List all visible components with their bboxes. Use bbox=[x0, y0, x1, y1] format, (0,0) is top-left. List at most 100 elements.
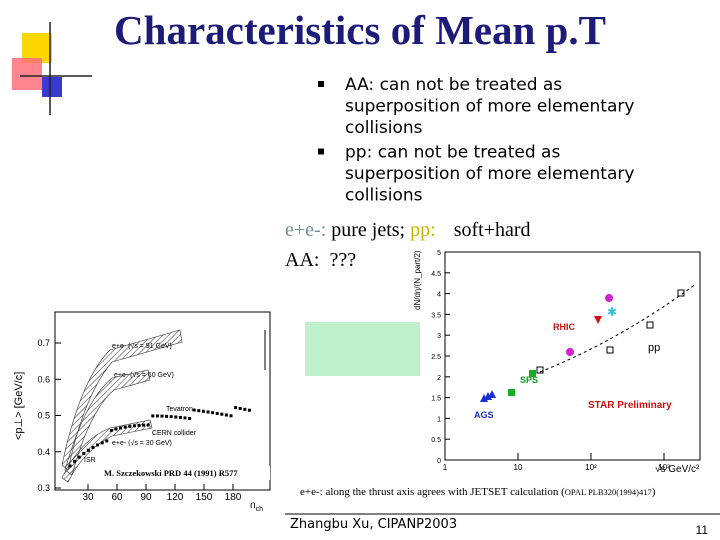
bullet-list: AA: can not be treated as superposition o… bbox=[318, 75, 634, 206]
point bbox=[160, 414, 164, 418]
figure-label: e+e- (√s = 30 GeV) bbox=[112, 439, 172, 447]
slide-title: Characteristics of Mean p.T bbox=[114, 7, 606, 53]
y-tick-label: 0.4 bbox=[37, 447, 50, 457]
point bbox=[234, 406, 238, 410]
point bbox=[206, 410, 210, 414]
point bbox=[96, 443, 100, 447]
point bbox=[201, 409, 205, 413]
point bbox=[220, 412, 224, 416]
y-tick-label: 2.5 bbox=[431, 354, 441, 361]
x-axis-label: √s GeV/c² bbox=[655, 463, 700, 475]
data-points bbox=[68, 406, 251, 468]
point bbox=[169, 415, 173, 419]
point bbox=[73, 459, 77, 463]
left-figure: e+e- (√s = 91 GeV) e+e- (√s = 60 GeV) Te… bbox=[13, 311, 271, 513]
figure-label: CERN collider bbox=[152, 430, 197, 437]
y-tick-label: 0.5 bbox=[37, 411, 50, 421]
point bbox=[229, 414, 233, 418]
rhic-point bbox=[566, 348, 574, 356]
y-tick-label: 4.5 bbox=[431, 271, 441, 278]
y-tick-label: 1.5 bbox=[431, 396, 441, 403]
rhic-point bbox=[605, 294, 613, 302]
x-axis-label: nch bbox=[250, 500, 263, 513]
citation-box bbox=[100, 466, 270, 480]
label-star: STAR Preliminary bbox=[588, 400, 672, 411]
summary-line: e+e-: pure jets; pp: soft+hard bbox=[285, 219, 531, 241]
deco-red bbox=[12, 58, 42, 90]
label-rhic: RHIC bbox=[553, 322, 575, 332]
point bbox=[224, 413, 228, 417]
bullet-text: pp: can not be treated as bbox=[345, 143, 560, 163]
point bbox=[100, 441, 104, 445]
point bbox=[105, 439, 109, 443]
point bbox=[211, 411, 215, 415]
point bbox=[197, 409, 201, 413]
point bbox=[174, 415, 178, 419]
label-ags: AGS bbox=[474, 410, 494, 420]
summary-line: AA: ??? bbox=[285, 249, 356, 271]
point bbox=[155, 414, 159, 418]
rhic-point bbox=[594, 316, 602, 324]
figure-label: ISR bbox=[84, 457, 96, 464]
pp-curve bbox=[539, 283, 697, 373]
pp-points bbox=[536, 289, 685, 374]
point bbox=[91, 445, 95, 449]
right-figure: ✱ RHIC SPS AGS STAR Preliminary pp √s Ge… bbox=[413, 250, 701, 475]
point bbox=[128, 424, 132, 428]
caption: e+e-: along the thrust axis agrees with … bbox=[300, 486, 656, 498]
point bbox=[82, 451, 86, 455]
bullet-text: superposition of more elementary bbox=[345, 164, 634, 184]
y-tick-label: 5 bbox=[437, 250, 441, 257]
x-tick-label: 120 bbox=[167, 492, 184, 503]
point bbox=[68, 464, 72, 468]
y-tick-label: 0.3 bbox=[37, 483, 50, 493]
y-tick-label: 3 bbox=[437, 333, 441, 340]
green-box bbox=[305, 322, 420, 376]
plot-frame bbox=[444, 251, 701, 461]
point bbox=[137, 423, 141, 427]
y-tick-label: 2 bbox=[437, 375, 441, 382]
bullet-text: collisions bbox=[345, 186, 423, 206]
y-tick-label: 4 bbox=[437, 292, 441, 299]
figure-label: e+e- (√s = 60 GeV) bbox=[114, 371, 174, 379]
citation: M. Szczekowski PRD 44 (1991) R577 bbox=[104, 468, 238, 478]
point bbox=[192, 408, 196, 412]
point bbox=[215, 411, 219, 415]
point bbox=[132, 424, 136, 428]
y-tick-label: 0.6 bbox=[37, 374, 50, 384]
point bbox=[86, 448, 90, 452]
y-tick-label: 0.5 bbox=[431, 437, 441, 444]
point bbox=[178, 415, 182, 419]
point bbox=[114, 427, 118, 431]
x-tick-label: 150 bbox=[196, 492, 213, 503]
summary-mid: pure jets; bbox=[331, 219, 405, 241]
y-axis-label: <p⊥> [GeV/c] bbox=[13, 372, 25, 440]
bullet-marker bbox=[318, 148, 324, 155]
x-tick-label: 1 bbox=[443, 463, 448, 472]
point bbox=[247, 408, 251, 412]
point bbox=[183, 416, 187, 420]
point bbox=[119, 426, 123, 430]
summary-pp: pp: bbox=[410, 219, 436, 241]
x-tick-label: 30 bbox=[82, 492, 94, 503]
x-tick-label: 10² bbox=[585, 463, 597, 472]
x-axis-label-main: n bbox=[250, 500, 256, 511]
figure-label: e+e- (√s = 91 GeV) bbox=[112, 342, 172, 350]
summary-ee: e+e-: bbox=[285, 219, 326, 241]
plot-frame bbox=[54, 311, 271, 491]
point bbox=[165, 414, 169, 418]
y-tick-label: 0.7 bbox=[37, 338, 50, 348]
sps-points bbox=[508, 370, 536, 396]
x-tick-label: 180 bbox=[225, 492, 242, 503]
caption-end: ) bbox=[652, 486, 656, 498]
rhic-star: ✱ bbox=[607, 305, 617, 319]
point bbox=[109, 428, 113, 432]
y-axis-label: dN/dη/(N_part/2) bbox=[413, 250, 422, 310]
x-tick-label: 60 bbox=[111, 492, 123, 503]
bullet-text: AA: can not be treated as bbox=[345, 75, 562, 95]
point bbox=[151, 414, 155, 418]
ags-points bbox=[480, 390, 496, 402]
y-tick-label: 1 bbox=[437, 416, 441, 423]
